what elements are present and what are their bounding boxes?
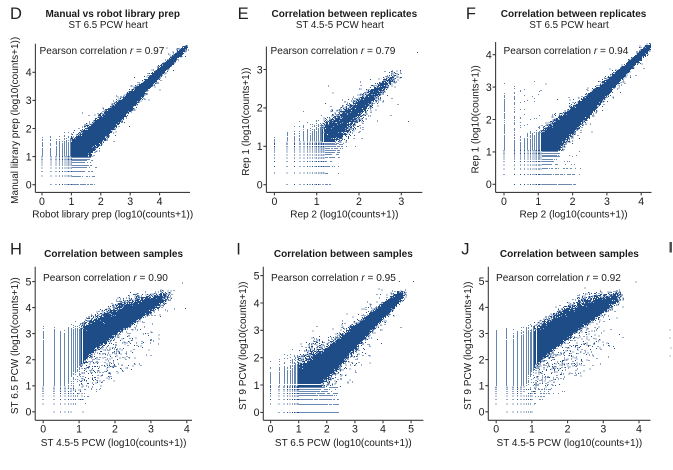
svg-text:ST 4.5-5 PCW (log10(counts+1)): ST 4.5-5 PCW (log10(counts+1)) [41,438,187,449]
svg-text:4: 4 [380,424,386,436]
svg-text:3: 3 [398,196,404,208]
svg-text:2: 2 [565,424,571,436]
svg-text:1: 1 [296,424,302,436]
svg-text:J: J [461,241,469,259]
svg-text:Pearson correlation r = 0.94: Pearson correlation r = 0.94 [504,46,629,57]
svg-text:E: E [238,5,249,23]
svg-text:4: 4 [25,302,31,314]
svg-text:ST 6.5 PCW heart: ST 6.5 PCW heart [529,20,609,31]
svg-text:Pearson correlation r = 0.97: Pearson correlation r = 0.97 [40,46,165,57]
svg-text:5: 5 [254,270,260,282]
svg-text:5: 5 [479,276,485,288]
svg-text:I: I [236,241,241,259]
svg-text:4: 4 [636,424,642,436]
svg-text:Pearson correlation r = 0.92: Pearson correlation r = 0.92 [496,273,621,284]
svg-text:0: 0 [501,196,507,208]
svg-text:3: 3 [254,325,260,337]
svg-text:5: 5 [25,276,31,288]
svg-text:H: H [10,241,22,259]
svg-text:1: 1 [529,424,535,436]
svg-text:Pearson correlation r = 0.95: Pearson correlation r = 0.95 [271,273,396,284]
svg-text:1: 1 [535,196,541,208]
svg-text:4: 4 [254,298,260,310]
svg-text:2: 2 [356,196,362,208]
svg-text:2: 2 [257,103,263,115]
svg-text:0: 0 [493,424,499,436]
svg-text:3: 3 [26,95,32,107]
svg-text:Correlation between samples: Correlation between samples [44,249,183,260]
svg-text:3: 3 [486,82,492,94]
svg-text:Robot library prep (log10(coun: Robot library prep (log10(counts+1)) [32,210,193,221]
svg-text:2: 2 [324,424,330,436]
svg-text:0: 0 [479,407,485,419]
svg-text:Correlation between replicates: Correlation between replicates [501,9,647,20]
svg-text:ST 9 PCW (log10(counts+1)): ST 9 PCW (log10(counts+1)) [463,282,474,410]
svg-text:1: 1 [254,380,260,392]
svg-text:2: 2 [254,353,260,365]
svg-text:4: 4 [479,302,485,314]
svg-text:3: 3 [148,424,154,436]
svg-text:Manual vs robot library prep: Manual vs robot library prep [45,9,179,20]
svg-text:4: 4 [184,424,190,436]
svg-text:3: 3 [127,196,133,208]
svg-text:2: 2 [112,424,118,436]
svg-text:ST 6.5 PCW (log10(counts+1)): ST 6.5 PCW (log10(counts+1)) [10,277,21,414]
svg-text:2: 2 [570,196,576,208]
svg-text:2: 2 [486,114,492,126]
svg-text:2: 2 [98,196,104,208]
svg-text:0: 0 [254,407,260,419]
svg-text:4: 4 [638,196,644,208]
svg-text:1: 1 [314,196,320,208]
svg-text:2: 2 [26,123,32,135]
svg-text:0: 0 [257,180,263,192]
svg-text:3: 3 [600,424,606,436]
svg-text:1: 1 [26,151,32,163]
svg-text:0: 0 [486,179,492,191]
svg-text:1: 1 [68,196,74,208]
svg-text:ST 4.5-5 PCW (log10(counts+1)): ST 4.5-5 PCW (log10(counts+1)) [497,438,643,449]
svg-text:D: D [10,5,22,23]
svg-text:3: 3 [257,64,263,76]
svg-text:4: 4 [26,67,32,79]
svg-text:Correlation between samples: Correlation between samples [500,249,639,260]
svg-text:2: 2 [479,354,485,366]
svg-text:0: 0 [39,196,45,208]
svg-text:0: 0 [40,424,46,436]
svg-text:Pearson correlation r = 0.90: Pearson correlation r = 0.90 [43,273,168,284]
svg-text:Manual library prep (log10(cou: Manual library prep (log10(counts+1)) [10,37,21,204]
svg-text:4: 4 [486,50,492,62]
svg-text:3: 3 [479,328,485,340]
svg-text:1: 1 [479,381,485,393]
svg-text:3: 3 [604,196,610,208]
svg-text:F: F [466,5,476,23]
svg-text:1: 1 [486,147,492,159]
svg-text:1: 1 [257,141,263,153]
svg-text:Correlation between samples: Correlation between samples [274,249,413,260]
svg-text:0: 0 [271,196,277,208]
svg-text:0: 0 [268,424,274,436]
svg-text:2: 2 [25,355,31,367]
svg-text:3: 3 [25,328,31,340]
svg-text:0: 0 [26,180,32,192]
svg-text:Rep 1 (log10(counts+1)): Rep 1 (log10(counts+1)) [241,68,252,176]
svg-text:ST 9 PCW (log10(counts+1)): ST 9 PCW (log10(counts+1)) [238,282,249,410]
svg-text:Rep 2 (log10(counts+1)): Rep 2 (log10(counts+1)) [519,210,627,221]
svg-text:Rep 2 (log10(counts+1)): Rep 2 (log10(counts+1)) [290,210,398,221]
svg-text:ST 6.5 PCW (log10(counts+1)): ST 6.5 PCW (log10(counts+1)) [275,438,412,449]
svg-text:4: 4 [157,196,163,208]
svg-text:Rep 1 (log10(counts+1)): Rep 1 (log10(counts+1)) [470,65,481,173]
svg-text:0: 0 [25,407,31,419]
svg-text:1: 1 [25,381,31,393]
svg-text:Pearson correlation r = 0.79: Pearson correlation r = 0.79 [271,46,396,57]
svg-text:5: 5 [408,424,414,436]
svg-text:ST 6.5 PCW heart: ST 6.5 PCW heart [69,20,149,31]
svg-text:Correlation between replicates: Correlation between replicates [272,9,418,20]
svg-text:3: 3 [352,424,358,436]
svg-text:1: 1 [76,424,82,436]
svg-text:ST 4.5-5 PCW heart: ST 4.5-5 PCW heart [296,20,384,31]
